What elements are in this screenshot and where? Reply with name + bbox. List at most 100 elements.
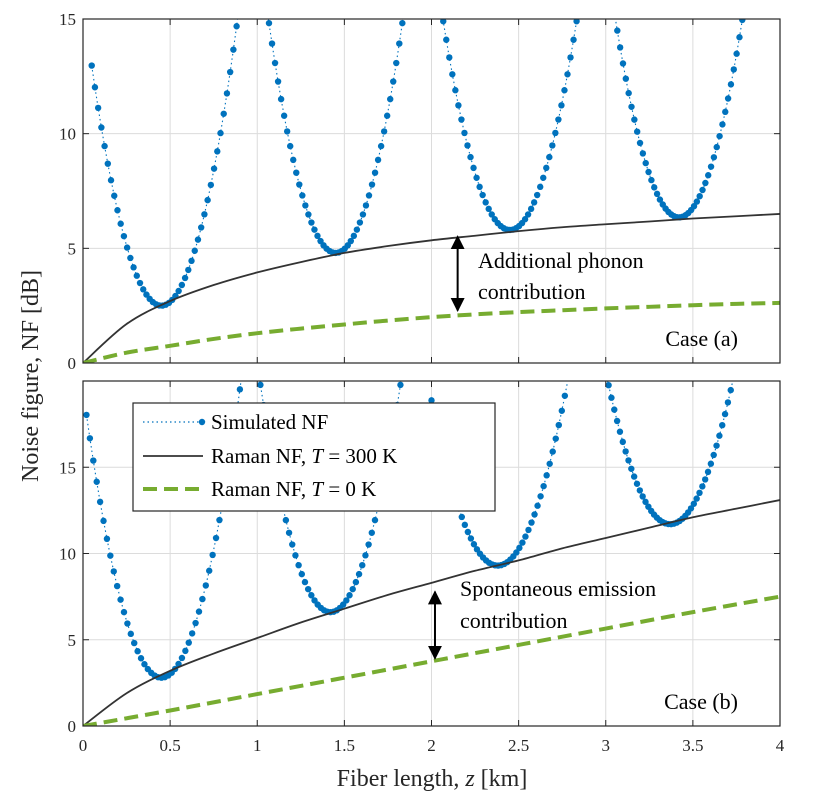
simulated-nf-point <box>212 534 220 542</box>
simulated-nf-point <box>619 438 626 446</box>
y-axis-label: Noise figure, NF [dB] <box>18 270 44 482</box>
simulated-nf-point <box>570 36 577 43</box>
simulated-nf-point <box>210 165 218 172</box>
simulated-nf-point <box>103 535 111 543</box>
simulated-nf-point <box>295 561 302 569</box>
simulated-nf-point <box>88 62 95 69</box>
simulated-nf-point <box>195 608 203 615</box>
simulated-nf-point <box>368 181 376 188</box>
simulated-nf-point <box>223 90 231 97</box>
simulated-nf-point <box>522 533 529 540</box>
simulated-nf-point <box>362 202 370 209</box>
simulated-nf-point <box>464 528 472 536</box>
simulated-nf-point <box>702 179 709 187</box>
simulated-nf-point <box>733 50 740 57</box>
simulated-nf-point <box>91 84 99 91</box>
simulated-nf-point <box>639 150 647 157</box>
simulated-nf-point <box>191 247 198 254</box>
simulated-nf-point <box>178 654 186 662</box>
simulated-nf-point <box>209 551 216 559</box>
simulated-nf-point <box>120 608 128 616</box>
simulated-nf-point <box>356 219 364 226</box>
simulated-nf-point <box>287 142 294 150</box>
simulated-nf-point <box>217 129 224 137</box>
simulated-nf-point <box>690 202 698 210</box>
simulated-nf-point <box>455 102 462 109</box>
simulated-nf-point <box>359 561 366 569</box>
simulated-nf-point <box>104 160 112 167</box>
legend-entry-raman-300k: Raman NF, T = 300 K <box>143 444 397 468</box>
simulated-nf-point <box>616 44 624 51</box>
simulated-nf-point <box>696 192 703 200</box>
simulated-nf-point <box>645 168 652 176</box>
simulated-nf-point <box>181 274 189 282</box>
simulated-nf-point <box>530 199 538 206</box>
simulated-nf-point <box>552 435 559 442</box>
simulated-nf-point <box>467 535 475 542</box>
x-axis-label: Fiber length, z [km] <box>337 766 528 792</box>
simulated-nf-point <box>467 153 474 161</box>
simulated-nf-point <box>280 112 288 119</box>
simulated-nf-point <box>696 489 703 497</box>
simulated-nf-point <box>534 502 541 509</box>
simulated-nf-point <box>543 472 550 479</box>
simulated-nf-point <box>265 19 273 27</box>
simulated-nf-point <box>117 220 124 227</box>
simulated-nf-point <box>549 142 556 149</box>
simulated-nf-point <box>230 46 237 53</box>
simulated-nf-point <box>397 381 404 389</box>
simulated-nf-point <box>123 244 131 251</box>
simulated-nf-point <box>727 386 734 394</box>
simulated-nf-point <box>693 495 700 502</box>
raman-nf-300k-line <box>83 499 780 726</box>
simulated-nf-point <box>693 198 701 205</box>
simulated-nf-point <box>636 487 644 494</box>
x-tick-label: 1 <box>253 736 262 755</box>
simulated-nf-point <box>642 159 649 167</box>
simulated-nf-point <box>396 40 403 47</box>
simulated-nf-point <box>136 279 144 287</box>
simulated-nf-point <box>192 619 199 627</box>
simulated-nf-point <box>713 442 720 449</box>
simulated-nf-point <box>519 539 526 546</box>
simulated-nf-point <box>625 89 632 97</box>
simulated-nf-point <box>134 648 141 655</box>
simulated-nf-point <box>613 417 621 425</box>
simulated-nf-point <box>537 183 544 191</box>
simulated-nf-point <box>464 142 471 149</box>
simulated-nf-point <box>528 519 535 526</box>
simulated-nf-point <box>739 19 746 24</box>
simulated-nf-point <box>449 71 456 78</box>
x-tick-label: 0.5 <box>160 736 181 755</box>
simulated-nf-point <box>428 397 435 404</box>
simulated-nf-point <box>701 476 709 483</box>
simulated-nf-point <box>131 639 138 647</box>
simulated-nf-point <box>282 516 290 524</box>
legend-marker-icon <box>198 418 206 426</box>
simulated-nf-point <box>277 95 285 103</box>
simulated-nf-point <box>94 104 102 112</box>
simulated-nf-point <box>651 184 658 191</box>
simulated-nf-point <box>359 211 367 218</box>
simulated-nf-point <box>299 192 306 199</box>
simulated-nf-point <box>642 498 649 506</box>
simulated-nf-point <box>622 75 630 82</box>
simulated-nf-point <box>140 286 147 293</box>
simulated-nf-point <box>710 154 718 161</box>
simulated-nf-point <box>133 272 140 279</box>
simulated-nf-line <box>442 19 578 231</box>
simulated-nf-point <box>377 142 385 150</box>
simulated-nf-point <box>274 78 282 85</box>
simulated-nf-point <box>543 164 550 172</box>
simulated-nf-point <box>202 582 210 589</box>
simulated-nf-point <box>707 163 715 170</box>
simulated-nf-point <box>690 500 698 507</box>
simulated-nf-point <box>289 541 296 548</box>
simulated-nf-point <box>100 517 107 525</box>
simulated-nf-point <box>719 121 726 128</box>
simulated-nf-point <box>719 421 726 429</box>
simulated-nf-point <box>614 27 621 34</box>
simulated-nf-point <box>207 181 215 189</box>
simulated-nf-point <box>710 451 717 459</box>
simulated-nf-point <box>137 655 145 662</box>
